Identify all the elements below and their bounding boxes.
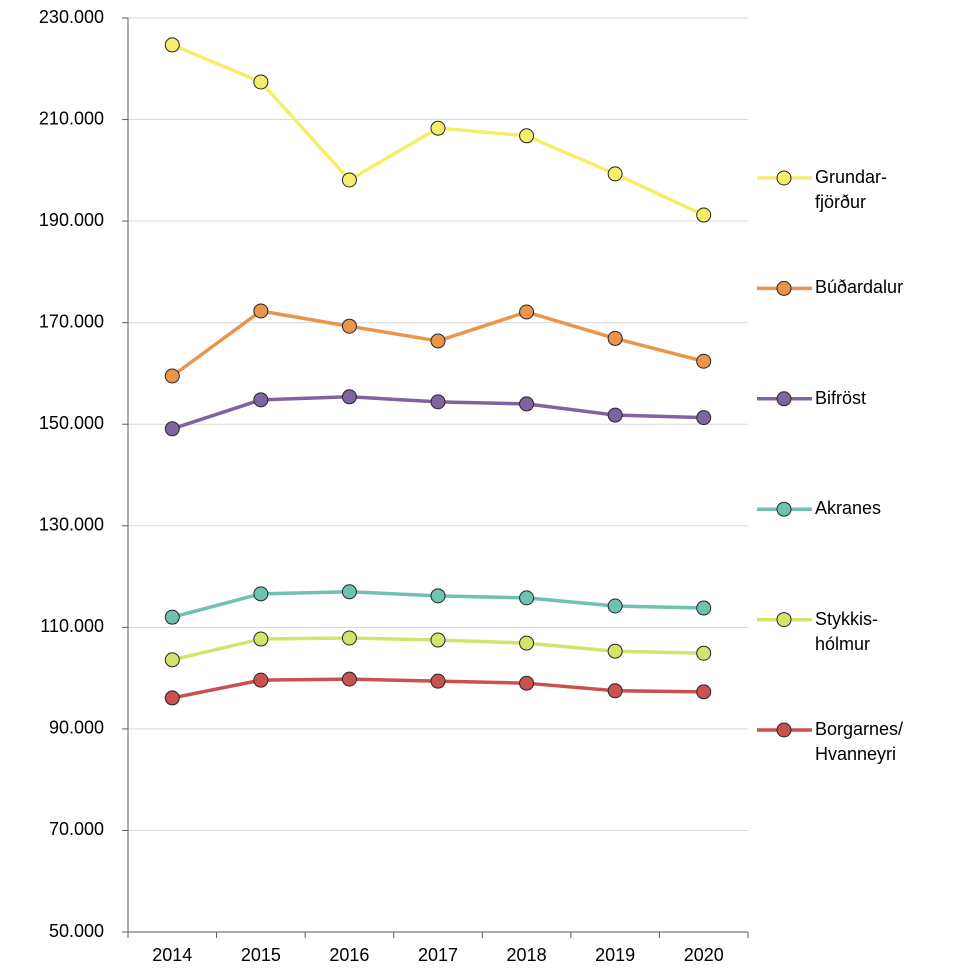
marker [341,172,357,188]
x-tick-label: 2014 [152,945,192,965]
y-tick-label: 230.000 [39,7,104,27]
marker [519,635,535,651]
marker [341,584,357,600]
legend-label: Búðardalur [815,277,904,298]
legend-label: Stykkis- hólmur [815,608,878,654]
y-tick-label: 190.000 [39,210,104,230]
marker [253,74,269,90]
marker [696,645,712,661]
marker [341,389,357,405]
x-tick-label: 2019 [595,945,635,965]
marker [607,598,623,614]
legend-marker [776,170,792,186]
x-tick-label: 2020 [684,945,724,965]
marker [164,37,180,53]
legend-marker [776,722,792,738]
marker [253,672,269,688]
legend-label: Bifröst [815,387,867,408]
marker [696,353,712,369]
marker [519,675,535,691]
marker [430,673,446,689]
marker [341,671,357,687]
marker [164,690,180,706]
marker [607,407,623,423]
marker [519,128,535,144]
marker [430,120,446,136]
y-tick-label: 170.000 [39,311,104,331]
legend-label: Borgarnes/ Hvanneyri [815,719,904,764]
legend-marker [776,280,792,296]
legend-marker [776,391,792,407]
x-tick-label: 2017 [418,945,458,965]
marker [253,303,269,319]
marker [164,652,180,668]
marker [696,207,712,223]
marker [341,630,357,646]
marker [607,643,623,659]
marker [519,304,535,320]
y-tick-label: 130.000 [39,515,104,535]
marker [696,410,712,426]
marker [253,586,269,602]
marker [341,318,357,334]
marker [164,609,180,625]
marker [607,683,623,699]
marker [519,396,535,412]
x-tick-label: 2015 [241,945,281,965]
marker [607,330,623,346]
marker [696,600,712,616]
marker [430,588,446,604]
legend-marker [776,612,792,628]
marker [696,684,712,700]
y-tick-label: 110.000 [40,616,104,636]
marker [519,590,535,606]
marker [164,421,180,437]
marker [253,631,269,647]
legend-label: Grundar- fjörður [815,167,888,212]
marker [607,166,623,182]
marker [253,392,269,408]
legend-label: Akranes [815,498,882,519]
y-tick-label: 210.000 [39,108,104,128]
marker [430,632,446,648]
y-tick-label: 50.000 [49,921,104,941]
legend-marker [776,501,792,517]
x-tick-label: 2016 [329,945,369,965]
y-tick-label: 90.000 [49,718,104,738]
marker [164,368,180,384]
marker [430,394,446,410]
y-tick-label: 70.000 [49,819,104,839]
y-tick-label: 150.000 [39,413,104,433]
x-tick-label: 2018 [507,945,547,965]
marker [430,333,446,349]
